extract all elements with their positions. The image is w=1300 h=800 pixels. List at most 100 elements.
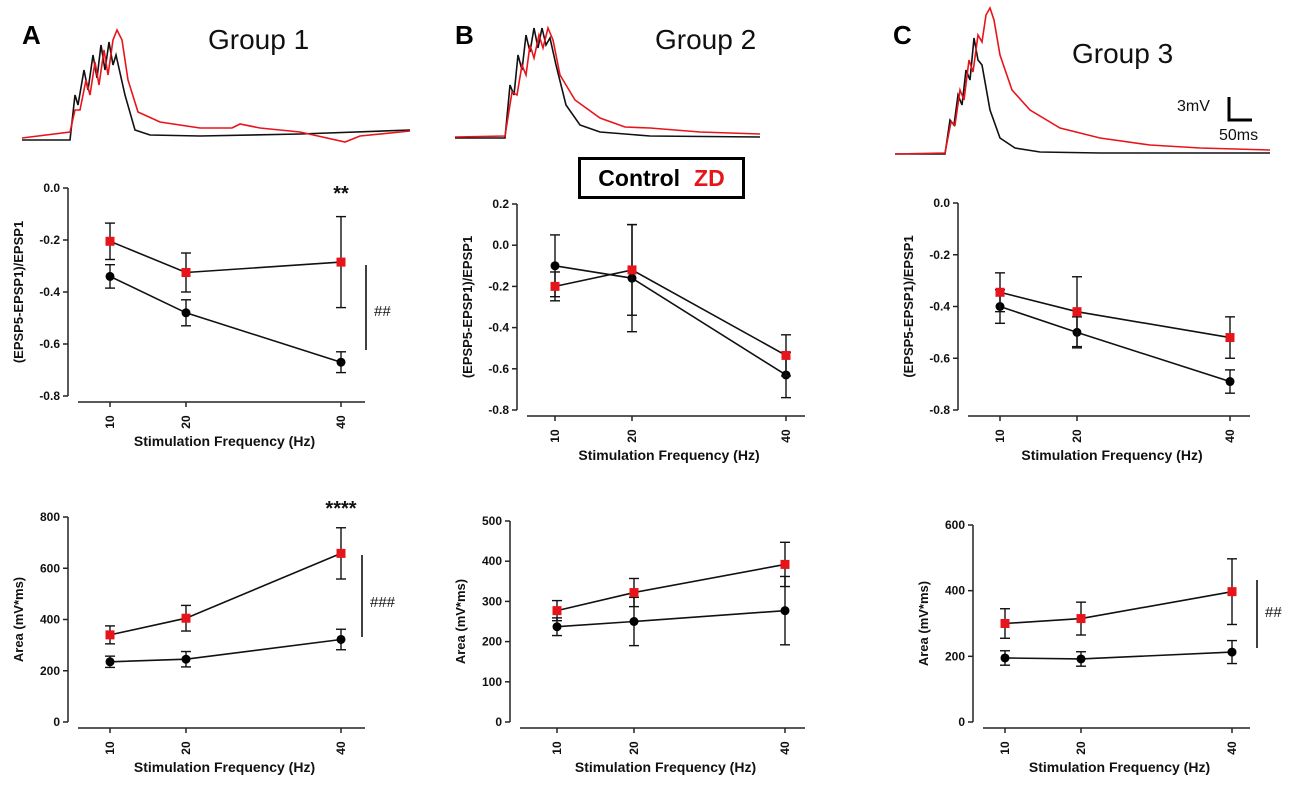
data-point-control bbox=[336, 357, 346, 367]
y-axis-label: (EPSP5-EPSP1)/EPSP1 bbox=[460, 236, 475, 378]
x-axis-label: Stimulation Frequency (Hz) bbox=[134, 759, 315, 775]
y-tick-label: -0.6 bbox=[39, 337, 60, 351]
series-line bbox=[109, 552, 342, 636]
trace-control-group-1 bbox=[22, 41, 411, 141]
y-tick-label: 0 bbox=[495, 715, 502, 729]
y-tick-label: -0.4 bbox=[929, 300, 950, 314]
y-tick-label: 0.0 bbox=[933, 196, 950, 210]
data-point-zd bbox=[1227, 587, 1237, 597]
y-tick-label: 200 bbox=[945, 649, 965, 663]
x-tick-label: 20 bbox=[179, 415, 193, 429]
trace-group-3 bbox=[894, 6, 1271, 155]
y-axis-label: (EPSP5-EPSP1)/EPSP1 bbox=[901, 235, 916, 377]
data-point-control bbox=[629, 617, 639, 626]
y-axis-label: Area (mV*ms) bbox=[916, 581, 931, 666]
series-control bbox=[105, 628, 346, 669]
y-tick-label: 400 bbox=[945, 584, 965, 598]
series-line bbox=[554, 265, 787, 376]
series-line bbox=[109, 275, 342, 363]
x-tick-label: 40 bbox=[1225, 741, 1239, 755]
chart-a-3: 0 200 400 600 800 10 20 40 Stimulation Frequency… bbox=[11, 498, 396, 775]
series-control bbox=[105, 264, 346, 374]
y-tick-label: 600 bbox=[945, 518, 965, 532]
series-zd bbox=[995, 272, 1235, 359]
chart-b-4: 0 100 200 300 400 500 10 20 40 Stimulation Freque… bbox=[453, 514, 805, 775]
x-axis-label: Stimulation Frequency (Hz) bbox=[1021, 447, 1202, 463]
y-tick-label: 400 bbox=[482, 554, 502, 568]
y-tick-label: 400 bbox=[40, 613, 60, 627]
data-point-control bbox=[181, 308, 191, 318]
chart-a-0: -0.8 -0.6 -0.4 -0.2 0.0 10 20 40 Stimulation Fre… bbox=[11, 181, 391, 449]
x-tick-label: 20 bbox=[1074, 741, 1088, 755]
y-axis-label: Area (mV*ms) bbox=[11, 577, 26, 662]
series-line bbox=[109, 638, 342, 663]
y-tick-label: 300 bbox=[482, 594, 502, 608]
x-tick-label: 10 bbox=[103, 415, 117, 429]
series-zd bbox=[1000, 558, 1237, 639]
data-point-zd bbox=[995, 287, 1005, 297]
trace-group-1 bbox=[21, 28, 411, 143]
y-tick-label: 0 bbox=[958, 715, 965, 729]
series-line bbox=[554, 269, 787, 357]
y-tick-label: -0.2 bbox=[488, 279, 509, 293]
group-sig-label: ## bbox=[374, 303, 391, 320]
x-tick-label: 40 bbox=[778, 741, 792, 755]
x-tick-label: 10 bbox=[998, 741, 1012, 755]
legend: Control ZD bbox=[578, 157, 745, 199]
series-control bbox=[550, 223, 791, 399]
x-axis-label: Stimulation Frequency (Hz) bbox=[575, 759, 756, 775]
data-point-control bbox=[1227, 647, 1237, 657]
series-line bbox=[109, 240, 342, 274]
data-point-zd bbox=[627, 265, 637, 275]
group-sig-label: ## bbox=[1265, 604, 1282, 621]
x-tick-label: 10 bbox=[103, 741, 117, 755]
data-point-zd bbox=[181, 613, 191, 623]
group-title-2: Group 2 bbox=[655, 24, 757, 55]
chart-b-1: -0.8 -0.6 -0.4 -0.2 0.0 0.2 10 20 40 Stimulation … bbox=[460, 197, 805, 463]
panel-letter-c: C bbox=[893, 20, 912, 50]
series-line bbox=[1004, 590, 1233, 625]
y-tick-label: 0 bbox=[53, 715, 60, 729]
data-point-zd bbox=[181, 268, 191, 277]
significance-stars: ** bbox=[333, 183, 349, 205]
charts-layer: -0.8 -0.6 -0.4 -0.2 0.0 10 20 40 Stimulation Fre… bbox=[11, 181, 1282, 775]
y-axis-label: Area (mV*ms) bbox=[453, 579, 468, 664]
data-point-zd bbox=[1072, 307, 1082, 317]
y-tick-label: 200 bbox=[482, 635, 502, 649]
scale-bar-time-label: 50ms bbox=[1219, 127, 1259, 144]
y-tick-label: 0.0 bbox=[492, 238, 509, 252]
y-tick-label: -0.6 bbox=[488, 362, 509, 376]
significance-stars: **** bbox=[325, 498, 356, 520]
trace-control-group-2 bbox=[455, 27, 761, 139]
x-axis-label: Stimulation Frequency (Hz) bbox=[578, 447, 759, 463]
series-control bbox=[995, 288, 1235, 394]
y-tick-label: 0.2 bbox=[492, 197, 509, 211]
trace-zd-group-2 bbox=[454, 25, 761, 138]
series-control bbox=[552, 575, 790, 647]
panel-letter-b: B bbox=[455, 20, 474, 50]
data-point-control bbox=[336, 634, 346, 644]
series-control bbox=[1000, 639, 1237, 667]
x-tick-label: 10 bbox=[548, 429, 562, 443]
series-line bbox=[556, 609, 786, 628]
x-tick-label: 40 bbox=[334, 415, 348, 429]
x-tick-label: 10 bbox=[550, 741, 564, 755]
data-point-zd bbox=[1000, 619, 1010, 628]
data-point-control bbox=[552, 622, 562, 632]
series-zd bbox=[552, 541, 790, 622]
legend-control-label: Control bbox=[598, 164, 681, 191]
data-point-control bbox=[780, 606, 790, 616]
chart-c-2: -0.8 -0.6 -0.4 -0.2 0.0 10 20 40 Stimulation Fre… bbox=[901, 196, 1250, 463]
data-point-zd bbox=[550, 281, 560, 291]
data-point-control bbox=[105, 657, 115, 667]
data-point-control bbox=[1225, 377, 1235, 387]
data-point-control bbox=[1000, 653, 1010, 663]
series-zd bbox=[105, 215, 346, 309]
y-axis-label: (EPSP5-EPSP1)/EPSP1 bbox=[11, 221, 26, 363]
series-zd bbox=[105, 527, 346, 645]
y-tick-label: -0.8 bbox=[929, 403, 950, 417]
data-point-zd bbox=[1225, 333, 1235, 343]
y-tick-label: 0.0 bbox=[43, 181, 60, 195]
x-tick-label: 10 bbox=[993, 429, 1007, 443]
